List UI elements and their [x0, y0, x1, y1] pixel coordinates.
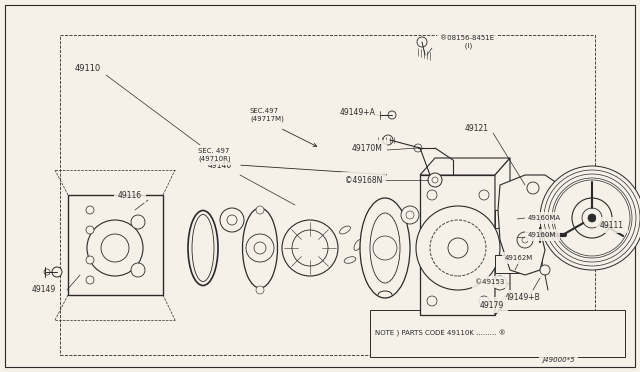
Circle shape [572, 198, 612, 238]
Bar [68, 195, 163, 295]
Text: ©49153: ©49153 [475, 279, 504, 285]
Polygon shape [420, 175, 495, 315]
Circle shape [383, 135, 393, 145]
Circle shape [52, 267, 62, 277]
Circle shape [256, 286, 264, 294]
Bar [495, 210, 530, 228]
Bar [495, 255, 530, 273]
Ellipse shape [360, 198, 410, 298]
Circle shape [86, 226, 94, 234]
Text: 49162M: 49162M [505, 255, 533, 261]
Text: 49121: 49121 [465, 124, 489, 132]
Circle shape [552, 178, 632, 258]
Circle shape [554, 180, 630, 256]
Circle shape [414, 144, 422, 152]
Text: ©49168N: ©49168N [345, 176, 382, 185]
Text: ®08156-8451E
           (I): ®08156-8451E (I) [440, 35, 494, 49]
Text: 49140: 49140 [208, 160, 232, 170]
Text: 49149+A: 49149+A [340, 108, 376, 116]
Circle shape [131, 215, 145, 229]
Text: 49111: 49111 [600, 221, 624, 230]
Ellipse shape [243, 208, 278, 288]
Circle shape [545, 223, 569, 247]
Circle shape [401, 206, 419, 224]
Circle shape [87, 220, 143, 276]
Circle shape [416, 206, 500, 290]
Circle shape [256, 206, 264, 214]
Polygon shape [498, 175, 560, 275]
Bar [530, 213, 542, 225]
Circle shape [517, 232, 533, 248]
Text: 49149+B: 49149+B [505, 294, 541, 302]
Circle shape [548, 174, 636, 262]
Bar [60, 35, 595, 355]
Circle shape [540, 265, 550, 275]
Text: 49149: 49149 [32, 285, 56, 295]
Circle shape [544, 170, 640, 266]
Text: J49000*5: J49000*5 [542, 357, 575, 363]
Circle shape [540, 166, 640, 270]
Ellipse shape [192, 215, 214, 282]
Polygon shape [495, 158, 510, 315]
Text: 49179: 49179 [480, 301, 504, 310]
Circle shape [428, 173, 442, 187]
Circle shape [86, 276, 94, 284]
Circle shape [388, 111, 396, 119]
Text: 49160M: 49160M [528, 232, 556, 238]
Circle shape [282, 220, 338, 276]
Bar [530, 258, 542, 270]
Circle shape [427, 296, 437, 306]
Ellipse shape [354, 240, 362, 250]
Circle shape [220, 208, 244, 232]
Text: 49170M: 49170M [352, 144, 383, 153]
Text: 49110: 49110 [75, 64, 101, 73]
Bar [370, 310, 625, 357]
Circle shape [479, 296, 489, 306]
Circle shape [588, 214, 596, 222]
Polygon shape [420, 158, 510, 175]
Text: NOTE ) PARTS CODE 49110K ......... ®: NOTE ) PARTS CODE 49110K ......... ® [375, 330, 506, 337]
Ellipse shape [188, 211, 218, 285]
Text: 49160MA: 49160MA [528, 215, 561, 221]
Circle shape [131, 263, 145, 277]
Text: SEC.497
(49717M): SEC.497 (49717M) [250, 108, 284, 122]
Circle shape [86, 206, 94, 214]
Circle shape [527, 182, 539, 194]
Ellipse shape [340, 226, 351, 234]
Text: SEC. 497
(49710R): SEC. 497 (49710R) [198, 148, 230, 162]
Text: 49116: 49116 [118, 190, 142, 199]
Circle shape [479, 190, 489, 200]
Circle shape [86, 256, 94, 264]
Circle shape [493, 276, 507, 290]
Circle shape [427, 190, 437, 200]
Ellipse shape [344, 257, 356, 263]
Circle shape [417, 37, 427, 47]
